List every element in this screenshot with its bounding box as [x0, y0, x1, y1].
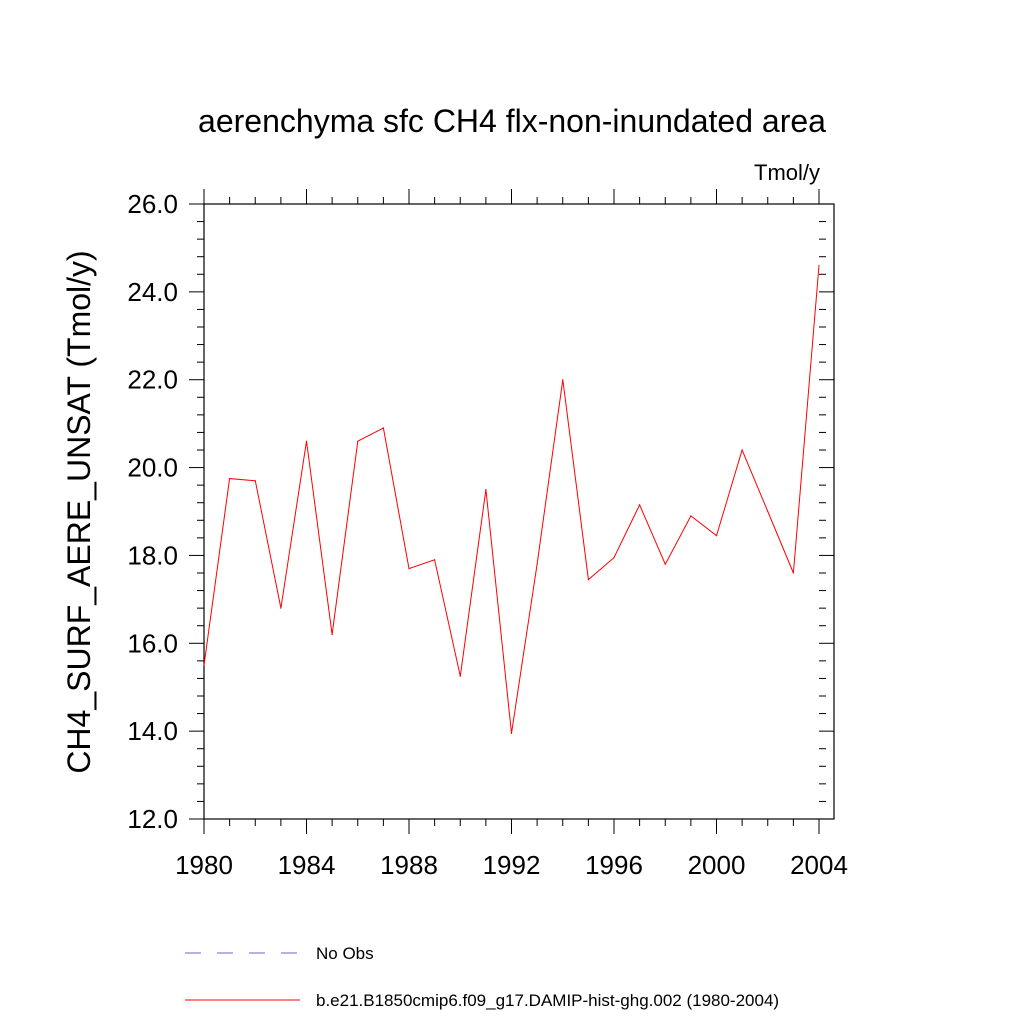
data-point [357, 440, 359, 442]
data-point [510, 732, 513, 734]
plot-frame [203, 203, 835, 820]
x-tick-label: 1980 [175, 850, 233, 880]
chart-title: aerenchyma sfc CH4 flx-non-inundated are… [198, 103, 826, 139]
data-point [254, 480, 256, 482]
data-point [485, 488, 487, 491]
x-tick-label: 2000 [688, 850, 746, 880]
series-layer [203, 264, 820, 734]
y-tick-label: 18.0 [127, 540, 178, 570]
data-point [587, 578, 589, 581]
y-tick-label: 14.0 [127, 716, 178, 746]
y-tick-label: 24.0 [127, 277, 178, 307]
data-point [562, 379, 564, 381]
data-point [331, 633, 333, 636]
data-point [792, 572, 794, 574]
y-tick-label: 20.0 [127, 453, 178, 483]
x-tick-label: 2004 [790, 850, 848, 880]
x-tick-label: 1992 [483, 850, 541, 880]
data-point [459, 675, 461, 677]
data-point [305, 440, 308, 442]
data-point [382, 427, 384, 429]
data-point [715, 535, 718, 537]
data-point [741, 449, 743, 451]
data-point [664, 563, 666, 565]
series-line [203, 265, 820, 734]
data-point [203, 664, 205, 666]
data-point [639, 504, 641, 506]
data-point [229, 477, 231, 480]
data-point [408, 568, 410, 570]
data-point [613, 557, 615, 559]
x-tick-label: 1984 [278, 850, 336, 880]
data-point [434, 559, 436, 561]
x-tick-label: 1996 [585, 850, 643, 880]
units-label: Tmol/y [754, 160, 820, 185]
data-point [690, 515, 692, 517]
legend-label: b.e21.B1850cmip6.f09_g17.DAMIP-hist-ghg.… [316, 991, 779, 1010]
tick-labels: 1980 1984 1988 1992 1996 2000 2004 12.0 14.0 16.0… [127, 189, 848, 880]
legend: No Obs b.e21.B1850cmip6.f09_g17.DAMIP-his… [185, 944, 779, 1010]
plot-border [203, 203, 835, 820]
data-point [818, 264, 820, 267]
y-tick-label: 16.0 [127, 628, 178, 658]
y-tick-label: 12.0 [127, 804, 178, 834]
data-point [767, 510, 769, 513]
y-tick-label: 22.0 [127, 365, 178, 395]
y-axis-label: CH4_SURF_AERE_UNSAT (Tmol/y) [61, 250, 97, 773]
y-tick-label: 26.0 [127, 189, 178, 219]
legend-label: No Obs [316, 944, 374, 963]
data-point [280, 607, 282, 609]
data-point [536, 563, 538, 565]
x-tick-label: 1988 [380, 850, 438, 880]
axis-ticks [189, 189, 834, 834]
